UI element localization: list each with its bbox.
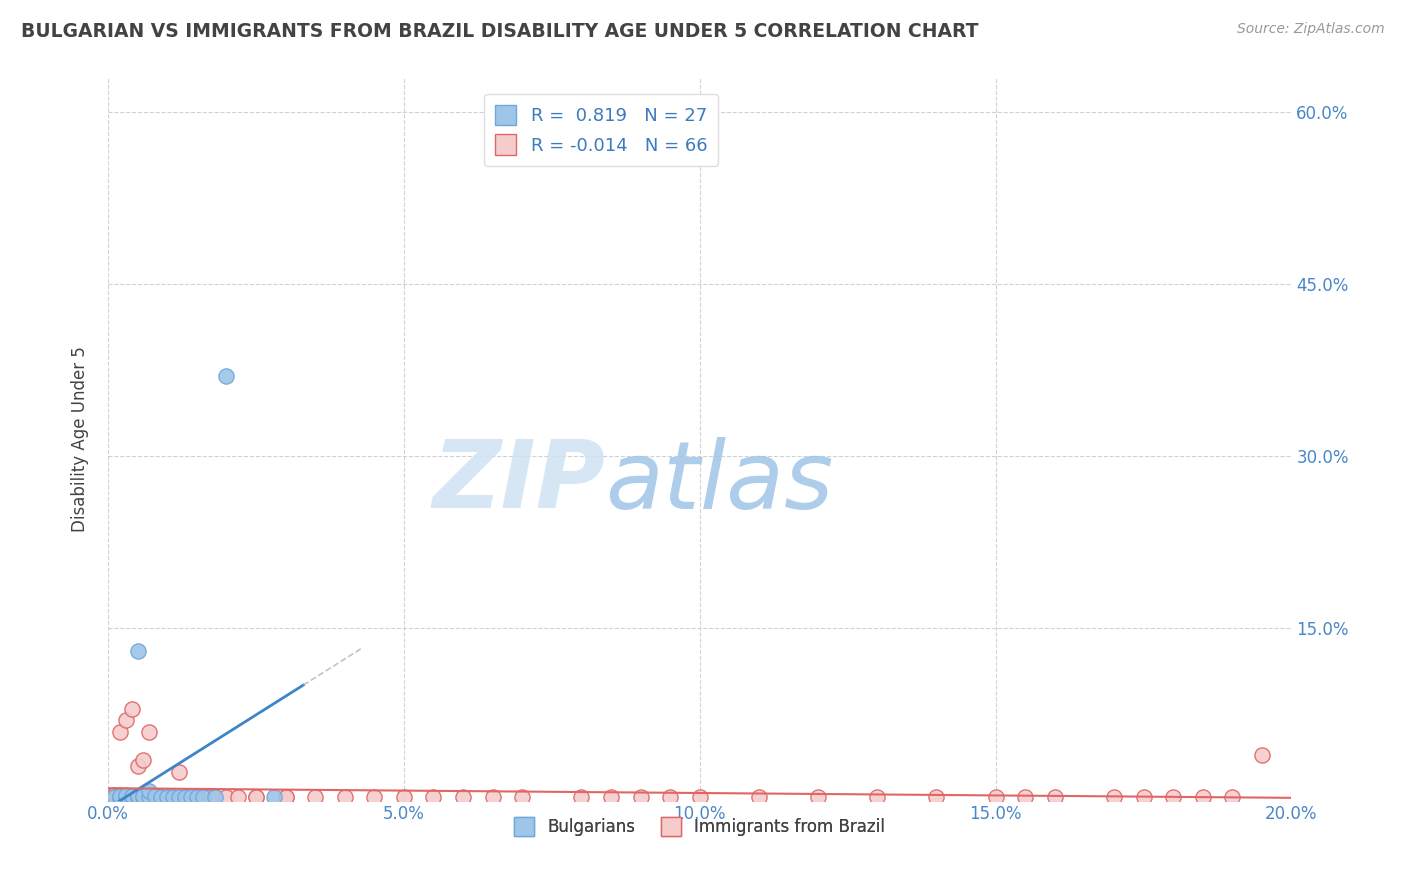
- Point: [215, 790, 238, 805]
- Point: [451, 790, 474, 805]
- Point: [143, 790, 166, 805]
- Point: [108, 788, 131, 802]
- Text: atlas: atlas: [605, 437, 834, 528]
- Point: [186, 790, 208, 805]
- Point: [174, 790, 197, 805]
- Point: [167, 764, 190, 779]
- Point: [167, 790, 190, 805]
- Point: [807, 790, 830, 805]
- Point: [392, 790, 415, 805]
- Point: [245, 790, 267, 805]
- Point: [1043, 790, 1066, 805]
- Point: [304, 790, 326, 805]
- Point: [138, 790, 160, 805]
- Point: [630, 790, 652, 805]
- Point: [156, 790, 179, 805]
- Point: [180, 790, 202, 805]
- Point: [925, 790, 948, 805]
- Point: [114, 713, 136, 727]
- Point: [510, 790, 533, 805]
- Point: [127, 789, 149, 803]
- Point: [103, 790, 125, 805]
- Point: [162, 790, 184, 805]
- Point: [186, 790, 208, 805]
- Point: [263, 790, 285, 805]
- Point: [1220, 790, 1243, 805]
- Point: [114, 789, 136, 803]
- Point: [121, 702, 143, 716]
- Point: [121, 789, 143, 803]
- Point: [108, 790, 131, 805]
- Point: [132, 790, 155, 805]
- Point: [422, 790, 444, 805]
- Point: [114, 790, 136, 805]
- Point: [150, 790, 173, 805]
- Point: [108, 724, 131, 739]
- Point: [191, 790, 214, 805]
- Point: [138, 784, 160, 798]
- Point: [363, 790, 385, 805]
- Point: [215, 368, 238, 383]
- Legend: Bulgarians, Immigrants from Brazil: Bulgarians, Immigrants from Brazil: [508, 810, 891, 843]
- Point: [150, 790, 173, 805]
- Point: [274, 790, 297, 805]
- Point: [600, 790, 623, 805]
- Point: [204, 790, 226, 805]
- Point: [108, 791, 131, 805]
- Point: [659, 790, 682, 805]
- Point: [103, 790, 125, 805]
- Text: ZIP: ZIP: [432, 436, 605, 528]
- Point: [1102, 790, 1125, 805]
- Point: [689, 790, 711, 805]
- Point: [156, 790, 179, 805]
- Point: [127, 790, 149, 805]
- Point: [226, 790, 249, 805]
- Point: [569, 790, 592, 805]
- Point: [132, 754, 155, 768]
- Point: [132, 789, 155, 803]
- Point: [138, 789, 160, 803]
- Text: Source: ZipAtlas.com: Source: ZipAtlas.com: [1237, 22, 1385, 37]
- Point: [114, 790, 136, 805]
- Point: [127, 791, 149, 805]
- Point: [333, 790, 356, 805]
- Point: [127, 790, 149, 805]
- Point: [1161, 790, 1184, 805]
- Point: [1132, 790, 1154, 805]
- Point: [127, 644, 149, 658]
- Point: [121, 790, 143, 805]
- Point: [1014, 790, 1036, 805]
- Point: [162, 790, 184, 805]
- Point: [138, 790, 160, 805]
- Point: [245, 790, 267, 805]
- Point: [1250, 747, 1272, 762]
- Point: [481, 790, 503, 805]
- Point: [197, 790, 219, 805]
- Point: [121, 791, 143, 805]
- Point: [138, 724, 160, 739]
- Point: [866, 790, 889, 805]
- Point: [108, 791, 131, 805]
- Point: [103, 791, 125, 805]
- Point: [143, 789, 166, 803]
- Point: [984, 790, 1007, 805]
- Y-axis label: Disability Age Under 5: Disability Age Under 5: [72, 346, 89, 532]
- Point: [114, 791, 136, 805]
- Point: [103, 788, 125, 802]
- Point: [108, 789, 131, 803]
- Point: [274, 790, 297, 805]
- Point: [121, 790, 143, 805]
- Point: [191, 790, 214, 805]
- Point: [127, 759, 149, 773]
- Point: [174, 790, 197, 805]
- Point: [204, 790, 226, 805]
- Point: [143, 789, 166, 803]
- Point: [103, 789, 125, 803]
- Point: [1191, 790, 1213, 805]
- Text: BULGARIAN VS IMMIGRANTS FROM BRAZIL DISABILITY AGE UNDER 5 CORRELATION CHART: BULGARIAN VS IMMIGRANTS FROM BRAZIL DISA…: [21, 22, 979, 41]
- Point: [103, 791, 125, 805]
- Point: [748, 790, 770, 805]
- Point: [132, 791, 155, 805]
- Point: [114, 788, 136, 802]
